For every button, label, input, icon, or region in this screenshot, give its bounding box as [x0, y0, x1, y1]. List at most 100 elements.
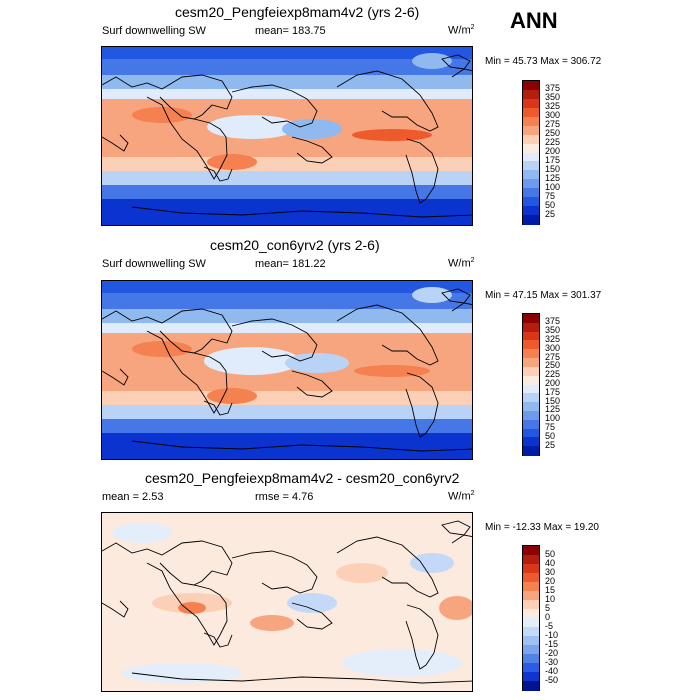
map-difference	[101, 512, 473, 692]
map-control	[101, 280, 473, 460]
colorbar-tick-label: 100	[545, 413, 561, 424]
colorbar-tick-label: 0	[545, 611, 551, 622]
colorbar-cell	[523, 384, 539, 394]
colorbar-cell	[523, 591, 539, 601]
colorbar-tick-label: 200	[545, 146, 561, 156]
colorbar-tick-label: 125	[545, 404, 561, 415]
colorbar-tick-label: 40	[545, 557, 556, 568]
colorbar-cell	[523, 366, 539, 377]
colorbar	[522, 80, 540, 225]
colorbar-tick-label: 375	[545, 316, 561, 327]
colorbar-tick-label: 200	[545, 378, 561, 388]
colorbar-cell	[523, 134, 539, 145]
season-label: ANN	[510, 8, 558, 33]
colorbar-cell	[523, 331, 539, 341]
units-label: W/m2	[448, 257, 475, 270]
colorbar-cell	[523, 582, 539, 592]
colorbar-cell	[523, 98, 539, 109]
colorbar-tick-label: 225	[545, 369, 561, 380]
colorbar-cell	[523, 410, 539, 421]
colorbar-tick-label: 325	[545, 101, 561, 112]
minmax-label: Min = 45.73 Max = 306.72	[485, 56, 602, 67]
colorbar-tick-label: 250	[545, 360, 561, 371]
colorbar-tick-label: 325	[545, 333, 561, 344]
colorbar-cell	[523, 375, 539, 385]
colorbar-cell	[523, 125, 539, 136]
colorbar-cell	[523, 555, 539, 565]
colorbar-cell	[523, 573, 539, 583]
map-experiment	[101, 46, 473, 226]
colorbar-cell	[523, 663, 539, 673]
panel-title: cesm20_Pengfeiexp8mam4v2 (yrs 2-6)	[175, 4, 420, 20]
colorbar-tick-label: -20	[545, 647, 559, 658]
colorbar-tick-label: -15	[545, 638, 559, 649]
colorbar-cell	[523, 89, 539, 100]
colorbar-tick-label: 175	[545, 154, 561, 165]
colorbar-tick-label: 30	[545, 566, 556, 577]
colorbar-cell	[523, 600, 539, 610]
colorbar-tick-label: 175	[545, 386, 561, 397]
colorbar-tick-label: 300	[545, 110, 561, 121]
colorbar-tick-label: 150	[545, 395, 561, 406]
colorbar-tick-label: 5	[545, 602, 551, 613]
colorbar-cell	[523, 206, 539, 216]
colorbar-tick-label: 275	[545, 119, 561, 130]
colorbar-cell	[523, 116, 539, 127]
mean-label: mean= 183.75	[255, 25, 326, 37]
colorbar-tick-label: 375	[545, 83, 561, 94]
colorbar-cell	[523, 672, 539, 682]
colorbar-cell	[523, 143, 539, 153]
colorbar-cell	[523, 215, 539, 225]
colorbar-tick-label: -40	[545, 665, 559, 676]
colorbar-tick-label: 20	[545, 575, 556, 586]
colorbar-cell	[523, 107, 539, 118]
colorbar-tick-label: 50	[545, 548, 556, 559]
colorbar-tick-label: 100	[545, 181, 561, 192]
colorbar-tick-label: 75	[545, 422, 556, 433]
colorbar-cell	[523, 179, 539, 189]
colorbar-cell	[523, 654, 539, 664]
colorbar-cell	[523, 564, 539, 574]
variable-label: Surf downwelling SW	[102, 25, 206, 37]
colorbar-tick-label: 275	[545, 351, 561, 362]
colorbar-cell	[523, 349, 539, 359]
colorbar-cell	[523, 322, 539, 333]
colorbar-cell	[523, 314, 539, 324]
colorbar-cell	[523, 161, 539, 171]
colorbar-tick-label: 125	[545, 172, 561, 183]
colorbar-cell	[523, 197, 539, 207]
minmax-label: Min = -12.33 Max = 19.20	[485, 522, 599, 533]
colorbar-tick-label: 25	[545, 439, 556, 450]
colorbar-tick-label: 350	[545, 325, 561, 336]
colorbar-tick-label: 150	[545, 163, 561, 174]
colorbar-tick-label: 10	[545, 593, 556, 604]
colorbar-tick-label: 75	[545, 190, 556, 201]
colorbar-tick-label: 225	[545, 137, 561, 148]
colorbar-tick-label: -5	[545, 620, 554, 631]
colorbar-tick-label: 25	[545, 208, 556, 219]
colorbar-tick-label: -30	[545, 656, 559, 667]
colorbar-cell	[523, 358, 539, 368]
mean-label: mean= 181.22	[255, 258, 326, 270]
colorbar-cell	[523, 188, 539, 198]
colorbar-cell	[523, 546, 539, 556]
colorbar-cell	[523, 170, 539, 180]
colorbar-cell	[523, 402, 539, 412]
panel-title: cesm20_Pengfeiexp8mam4v2 - cesm20_con6yr…	[145, 470, 460, 486]
variable-label: Surf downwelling SW	[102, 258, 206, 270]
colorbar-tick-label: 250	[545, 128, 561, 139]
colorbar-cell	[523, 81, 539, 91]
colorbar-cell	[523, 340, 539, 350]
colorbar	[522, 545, 540, 691]
colorbar-tick-label: 50	[545, 430, 556, 441]
colorbar-cell	[523, 681, 539, 691]
colorbar-cell	[523, 618, 539, 628]
colorbar-cell	[523, 152, 539, 162]
colorbar-tick-label: 300	[545, 342, 561, 353]
colorbar-cell	[523, 393, 539, 403]
minmax-label: Min = 47.15 Max = 301.37	[485, 290, 602, 301]
colorbar-tick-label: 350	[545, 92, 561, 103]
rmse-label: rmse = 4.76	[255, 491, 314, 503]
mean-label: mean = 2.53	[102, 491, 164, 503]
colorbar-tick-label: 50	[545, 199, 556, 210]
